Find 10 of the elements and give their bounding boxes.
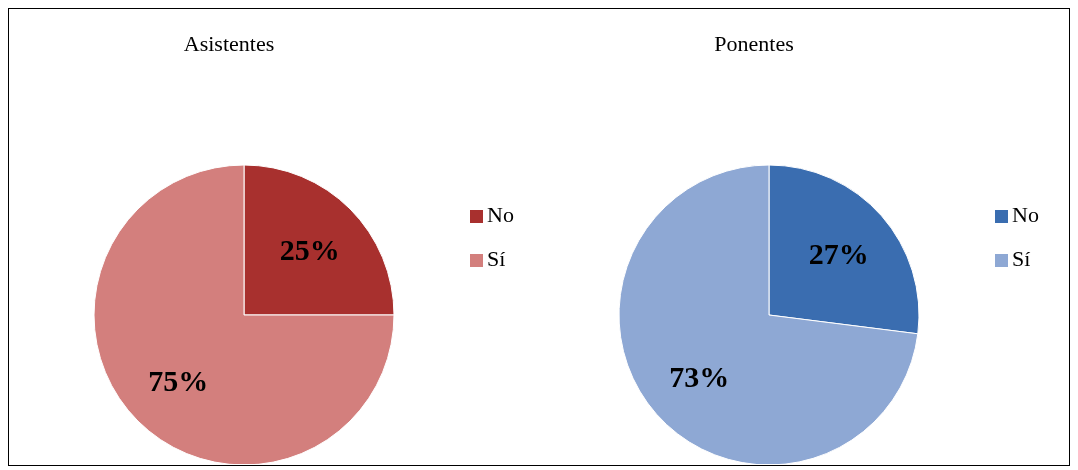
chart-title: Ponentes: [713, 31, 795, 57]
legend-label: No: [487, 201, 514, 227]
data-label: 75%: [148, 364, 209, 398]
data-label: 27%: [808, 237, 869, 270]
legend-label: Sí: [487, 245, 506, 271]
data-label: 25%: [279, 232, 340, 266]
legend-label: No: [1012, 201, 1039, 227]
legend-label: Sí: [1012, 245, 1031, 271]
data-label: 73%: [669, 360, 730, 393]
chart-title: Asistentes: [182, 31, 276, 57]
